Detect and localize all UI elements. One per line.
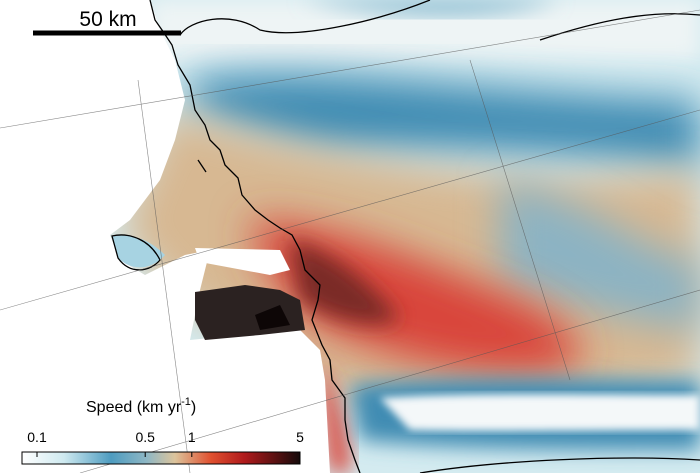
colorbar-title: Speed (km yr-1) <box>86 396 196 416</box>
scale-bar-label: 50 km <box>79 8 136 31</box>
colorbar-title-text: Speed (km yr <box>86 399 182 416</box>
coastline <box>111 0 700 473</box>
colorbar-tick-label: 0.1 <box>27 429 47 445</box>
colorbar-tick-label: 0.5 <box>135 429 155 445</box>
colorbar-tick-label: 1 <box>188 429 196 445</box>
colorbar-title-end: ) <box>191 399 196 416</box>
graticule <box>0 9 700 473</box>
colorbar-title-sup: -1 <box>181 396 191 408</box>
scale-bar: 50 km <box>33 8 181 36</box>
colorbar: Speed (km yr-1) 0.1 0.5 1 5 <box>21 396 304 465</box>
colorbar-tick-label: 5 <box>296 429 304 445</box>
colorbar-gradient <box>21 451 301 465</box>
